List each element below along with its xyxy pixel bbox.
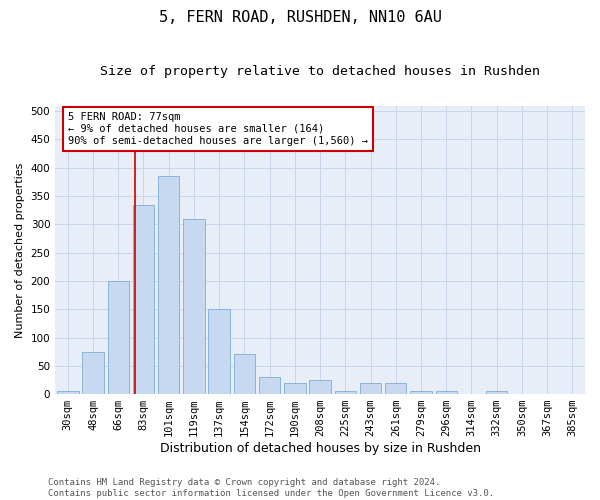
Text: 5, FERN ROAD, RUSHDEN, NN10 6AU: 5, FERN ROAD, RUSHDEN, NN10 6AU xyxy=(158,10,442,25)
Bar xyxy=(133,204,154,394)
Bar xyxy=(82,352,104,394)
Bar xyxy=(335,392,356,394)
Bar xyxy=(107,281,129,394)
Bar xyxy=(57,392,79,394)
Y-axis label: Number of detached properties: Number of detached properties xyxy=(15,162,25,338)
Text: 5 FERN ROAD: 77sqm
← 9% of detached houses are smaller (164)
90% of semi-detache: 5 FERN ROAD: 77sqm ← 9% of detached hous… xyxy=(68,112,368,146)
Bar xyxy=(486,392,508,394)
Text: Contains HM Land Registry data © Crown copyright and database right 2024.
Contai: Contains HM Land Registry data © Crown c… xyxy=(48,478,494,498)
Bar xyxy=(158,176,179,394)
Bar xyxy=(208,309,230,394)
Bar xyxy=(385,383,406,394)
Bar xyxy=(410,392,432,394)
Bar xyxy=(183,218,205,394)
Bar xyxy=(284,383,305,394)
Bar xyxy=(233,354,255,394)
X-axis label: Distribution of detached houses by size in Rushden: Distribution of detached houses by size … xyxy=(160,442,481,455)
Title: Size of property relative to detached houses in Rushden: Size of property relative to detached ho… xyxy=(100,65,540,78)
Bar xyxy=(436,392,457,394)
Bar xyxy=(259,377,280,394)
Bar xyxy=(310,380,331,394)
Bar xyxy=(360,383,381,394)
